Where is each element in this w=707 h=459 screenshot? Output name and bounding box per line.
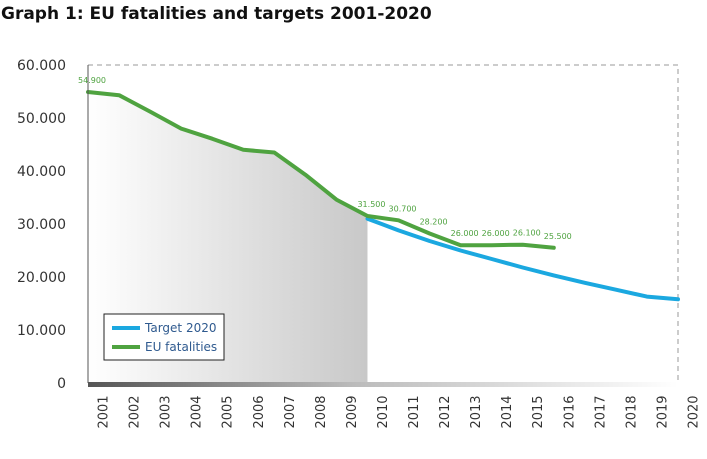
data-label: 28.200 <box>420 218 448 227</box>
x-tick-label: 2002 <box>128 395 143 428</box>
x-tick-label: 2019 <box>655 395 670 428</box>
x-tick-label: 2020 <box>687 395 702 428</box>
x-tick-label: 2018 <box>624 395 639 428</box>
data-label: 54.900 <box>78 76 106 85</box>
x-tick-label: 2009 <box>345 395 360 428</box>
x-tick-label: 2015 <box>531 395 546 428</box>
data-label: 26.100 <box>513 229 541 238</box>
legend-label: EU fatalities <box>145 340 217 354</box>
x-tick-label: 2007 <box>283 395 298 428</box>
x-axis-bar <box>88 382 678 387</box>
data-label: 30.700 <box>389 204 417 213</box>
series-line-target-2020 <box>365 216 680 302</box>
data-label: 31.500 <box>357 200 385 209</box>
y-tick-label: 10.000 <box>17 323 66 339</box>
series-line-eu-fatalities <box>86 90 556 250</box>
data-label: 26.000 <box>482 229 510 238</box>
x-tick-label: 2001 <box>97 395 112 428</box>
x-tick-label: 2005 <box>221 395 236 428</box>
x-tick-label: 2008 <box>314 395 329 428</box>
y-tick-label: 30.000 <box>17 217 66 233</box>
y-tick-label: 60.000 <box>17 58 66 74</box>
data-label: 26.000 <box>451 229 479 238</box>
x-tick-label: 2016 <box>562 395 577 428</box>
x-tick-label: 2010 <box>376 395 391 428</box>
legend-box <box>103 313 225 361</box>
x-tick-label: 2013 <box>469 395 484 428</box>
x-tick-label: 2012 <box>438 395 453 428</box>
x-tick-label: 2011 <box>407 395 422 428</box>
x-tick-label: 2017 <box>593 395 608 428</box>
x-tick-label: 2006 <box>252 395 267 428</box>
shaded-area <box>88 92 368 383</box>
y-tick-label: 50.000 <box>17 111 66 127</box>
chart-title: Graph 1: EU fatalities and targets 2001-… <box>1 4 432 24</box>
y-tick-label: 20.000 <box>17 270 66 286</box>
chart-frame <box>88 64 679 383</box>
y-tick-label: 0 <box>57 376 66 392</box>
legend-label: Target 2020 <box>144 321 216 335</box>
data-label: 25.500 <box>544 232 572 241</box>
x-tick-label: 2004 <box>190 395 205 428</box>
y-tick-label: 40.000 <box>17 164 66 180</box>
x-tick-label: 2003 <box>159 395 174 428</box>
x-tick-label: 2014 <box>500 395 515 428</box>
